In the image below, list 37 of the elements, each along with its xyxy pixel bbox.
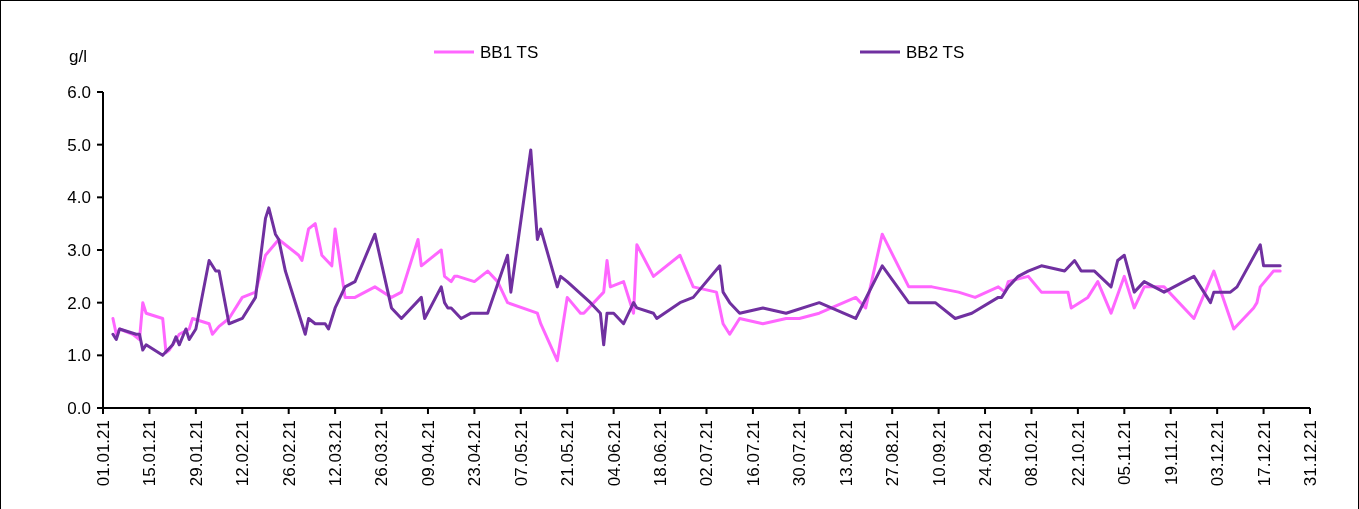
- x-tick-label: 13.08.21: [836, 420, 856, 487]
- x-tick-label: 03.12.21: [1208, 420, 1228, 487]
- x-tick-label: 29.01.21: [186, 420, 206, 487]
- x-tick-label: 19.11.21: [1161, 420, 1181, 485]
- x-tick-label: 23.04.21: [465, 420, 485, 487]
- x-tick-label: 31.12.21: [1300, 420, 1320, 487]
- y-tick-label: 2.0: [67, 293, 91, 313]
- y-tick-label: 5.0: [67, 135, 91, 155]
- x-tick-label: 01.01.21: [93, 420, 113, 487]
- x-tick-label: 16.07.21: [743, 420, 763, 487]
- y-tick-label: 3.0: [67, 240, 91, 260]
- x-tick-label: 08.10.21: [1022, 420, 1042, 487]
- x-tick-label: 21.05.21: [558, 420, 578, 487]
- x-tick-label: 12.03.21: [326, 420, 346, 487]
- y-tick-label: 4.0: [67, 188, 91, 208]
- y-tick-label: 0.0: [67, 398, 91, 418]
- x-tick-label: 26.02.21: [279, 420, 299, 487]
- x-tick-label: 07.05.21: [511, 420, 531, 487]
- x-tick-label: 15.01.21: [140, 420, 160, 487]
- legend-label: BB1 TS: [480, 42, 539, 62]
- x-tick-label: 17.12.21: [1254, 420, 1274, 487]
- x-tick-label: 26.03.21: [372, 420, 392, 487]
- x-tick-label: 18.06.21: [651, 420, 671, 487]
- x-tick-label: 24.09.21: [975, 420, 995, 487]
- y-axis-title: g/l: [69, 47, 87, 66]
- x-tick-label: 04.06.21: [604, 420, 624, 487]
- y-tick-label: 6.0: [67, 82, 91, 102]
- x-tick-label: 27.08.21: [883, 420, 903, 487]
- x-tick-label: 22.10.21: [1068, 420, 1088, 487]
- x-tick-label: 02.07.21: [697, 420, 717, 487]
- legend-label: BB2 TS: [906, 42, 965, 62]
- x-tick-label: 09.04.21: [418, 420, 438, 487]
- x-tick-label: 05.11.21: [1115, 420, 1135, 485]
- x-tick-label: 30.07.21: [790, 420, 810, 487]
- x-tick-label: 10.09.21: [929, 420, 949, 487]
- x-tick-label: 12.02.21: [233, 420, 253, 487]
- y-tick-label: 1.0: [67, 346, 91, 366]
